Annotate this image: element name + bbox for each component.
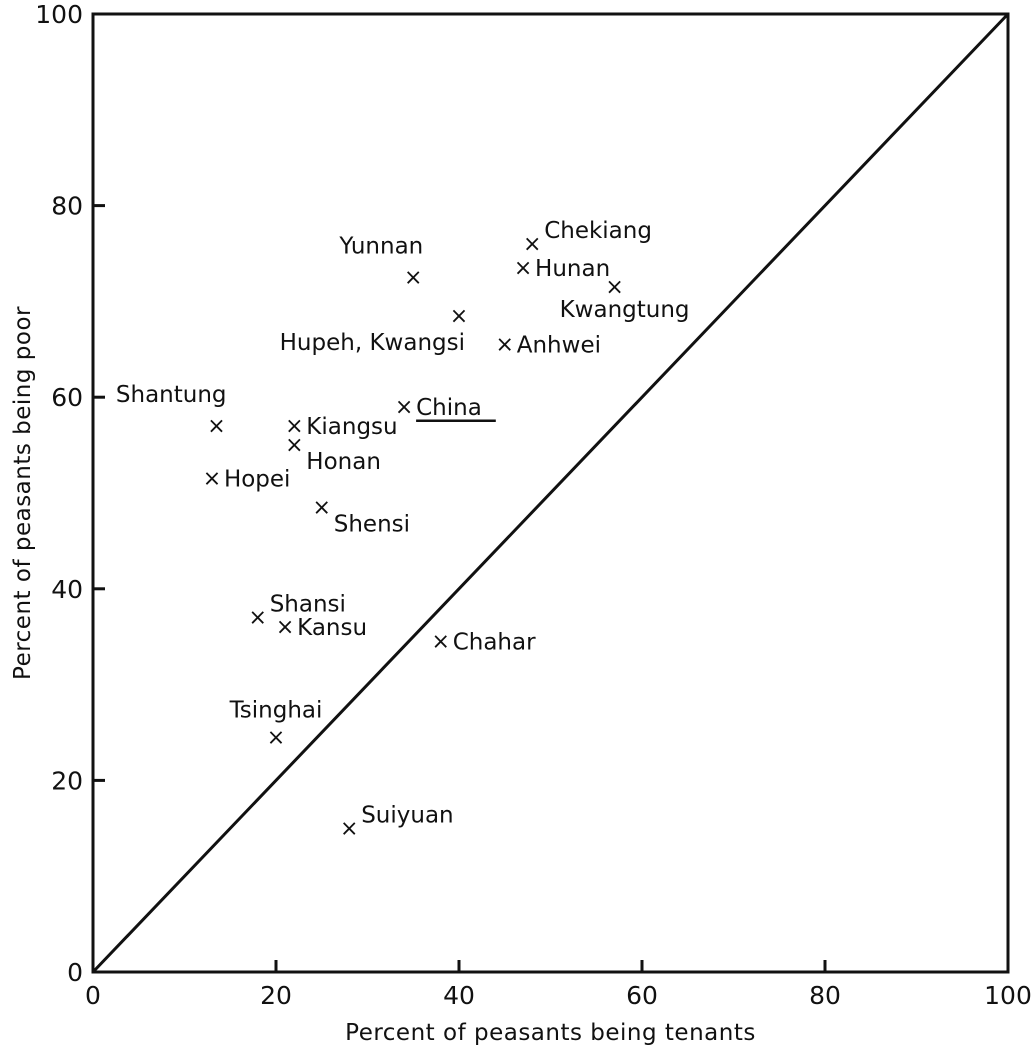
data-point-marker: ×: [496, 333, 514, 358]
y-axis-title: Percent of peasants being poor: [10, 306, 36, 680]
x-tick-label: 0: [85, 981, 101, 1010]
y-tick-label: 0: [67, 958, 83, 987]
data-point-label: Yunnan: [338, 233, 423, 259]
data-point-label: Suiyuan: [361, 802, 453, 828]
data-point-label: Kwangtung: [560, 297, 690, 323]
data-point-label: China: [416, 395, 482, 421]
data-point-marker: ×: [404, 265, 422, 290]
data-point-marker: ×: [203, 467, 221, 492]
data-point-marker: ×: [313, 495, 331, 520]
y-tick-label: 60: [51, 383, 83, 412]
x-tick-label: 100: [984, 981, 1032, 1010]
data-point-label: Chekiang: [544, 218, 652, 244]
y-tick-label: 40: [51, 575, 83, 604]
data-point-label: Kiangsu: [306, 414, 397, 440]
data-point-label: Anhwei: [517, 333, 601, 359]
diagonal-reference-line: [91, 12, 1010, 974]
x-tick-label: 40: [443, 981, 475, 1010]
data-point-label: Hunan: [535, 256, 610, 282]
data-point-label: Shantung: [116, 382, 227, 408]
data-point-label: Kansu: [297, 615, 367, 641]
plot-frame: [91, 12, 1010, 974]
data-point-marker: ×: [340, 816, 358, 841]
data-point-marker: ×: [450, 304, 468, 329]
y-tick-label: 20: [51, 766, 83, 795]
data-point-label: Honan: [306, 449, 381, 475]
data-point-label: Hopei: [224, 467, 291, 493]
data-point-label: Hupeh, Kwangsi: [280, 330, 465, 356]
data-point-marker: ×: [267, 725, 285, 750]
data-point-label: Shansi: [270, 592, 346, 618]
data-point-marker: ×: [207, 414, 225, 439]
data-point-marker: ×: [514, 256, 532, 281]
x-tick-label: 60: [626, 981, 658, 1010]
y-tick-label: 100: [35, 0, 83, 29]
x-tick-label: 80: [809, 981, 841, 1010]
data-point-label: Chahar: [453, 629, 536, 655]
data-point-marker: ×: [276, 615, 294, 640]
data-point-marker: ×: [523, 232, 541, 257]
data-point-marker: ×: [395, 395, 413, 420]
data-point-label: Tsinghai: [229, 697, 323, 723]
data-point-marker: ×: [431, 629, 449, 654]
data-point-marker: ×: [605, 275, 623, 300]
data-point-marker: ×: [285, 414, 303, 439]
x-tick-label: 20: [260, 981, 292, 1010]
data-point-marker: ×: [285, 433, 303, 458]
y-tick-label: 80: [51, 192, 83, 221]
data-point-marker: ×: [248, 606, 266, 631]
data-point-label: Shensi: [334, 511, 410, 537]
x-axis-title: Percent of peasants being tenants: [345, 1020, 756, 1046]
